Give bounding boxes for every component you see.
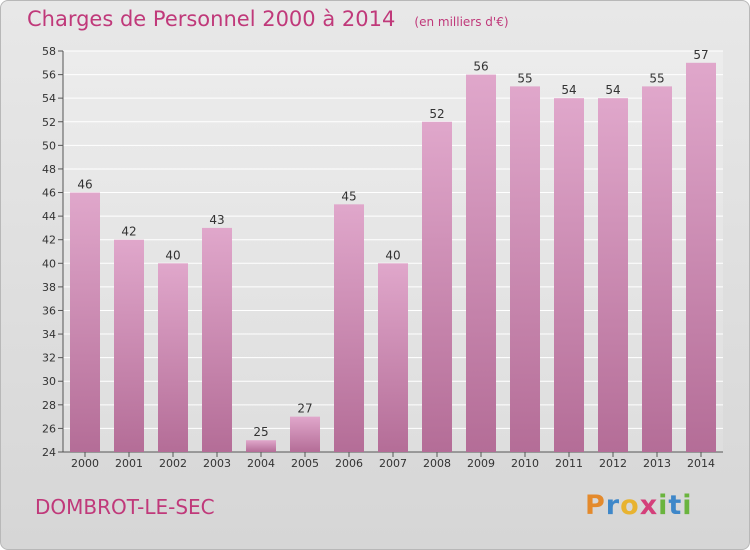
data-label: 25 bbox=[253, 425, 268, 439]
x-tick-label: 2000 bbox=[71, 457, 99, 470]
data-label: 45 bbox=[341, 189, 356, 203]
bar-2008 bbox=[422, 121, 452, 452]
data-label: 55 bbox=[517, 71, 532, 85]
bar-2013 bbox=[642, 86, 672, 452]
x-tick-label: 2004 bbox=[247, 457, 275, 470]
y-tick-label: 26 bbox=[42, 422, 56, 435]
x-tick-label: 2008 bbox=[423, 457, 451, 470]
y-tick-label: 36 bbox=[42, 304, 56, 317]
bar-2012 bbox=[598, 98, 628, 453]
bar-2001 bbox=[114, 239, 144, 452]
x-tick-label: 2010 bbox=[511, 457, 539, 470]
y-tick-label: 40 bbox=[42, 257, 56, 270]
x-tick-label: 2007 bbox=[379, 457, 407, 470]
bar-2010 bbox=[510, 86, 540, 452]
bar-2002 bbox=[158, 263, 188, 452]
y-tick-label: 52 bbox=[42, 116, 56, 129]
y-tick-label: 56 bbox=[42, 69, 56, 82]
x-tick-label: 2003 bbox=[203, 457, 231, 470]
data-label: 46 bbox=[77, 178, 92, 192]
x-tick-label: 2012 bbox=[599, 457, 627, 470]
data-label: 55 bbox=[649, 71, 664, 85]
x-tick-label: 2001 bbox=[115, 457, 143, 470]
bar-2000 bbox=[70, 192, 100, 452]
y-tick-label: 28 bbox=[42, 399, 56, 412]
data-label: 27 bbox=[297, 402, 312, 416]
data-label: 40 bbox=[385, 248, 400, 262]
commune-name: DOMBROT-LE-SEC bbox=[35, 495, 215, 519]
data-label: 42 bbox=[121, 225, 136, 239]
data-label: 54 bbox=[605, 83, 620, 97]
data-label: 56 bbox=[473, 60, 488, 74]
y-tick-label: 58 bbox=[42, 45, 56, 58]
data-label: 43 bbox=[209, 213, 224, 227]
bar-2009 bbox=[466, 74, 496, 453]
x-tick-label: 2014 bbox=[687, 457, 715, 470]
bar-2006 bbox=[334, 204, 364, 452]
chart-title: Charges de Personnel 2000 à 2014 bbox=[27, 7, 396, 31]
y-tick-label: 42 bbox=[42, 234, 56, 247]
bar-2003 bbox=[202, 227, 232, 452]
data-label: 40 bbox=[165, 248, 180, 262]
x-tick-label: 2011 bbox=[555, 457, 583, 470]
proxiti-logo: Proxiti bbox=[585, 490, 693, 521]
bar-2007 bbox=[378, 263, 408, 452]
x-tick-label: 2006 bbox=[335, 457, 363, 470]
bar-2005 bbox=[290, 416, 320, 452]
y-tick-label: 34 bbox=[42, 328, 56, 341]
bar-2014 bbox=[686, 62, 716, 452]
y-tick-label: 48 bbox=[42, 163, 56, 176]
y-tick-label: 46 bbox=[42, 187, 56, 200]
y-tick-label: 24 bbox=[42, 446, 56, 459]
x-tick-label: 2005 bbox=[291, 457, 319, 470]
data-label: 57 bbox=[693, 48, 708, 62]
y-tick-label: 54 bbox=[42, 92, 56, 105]
data-label: 52 bbox=[429, 107, 444, 121]
x-tick-label: 2013 bbox=[643, 457, 671, 470]
y-tick-label: 32 bbox=[42, 352, 56, 365]
x-tick-label: 2009 bbox=[467, 457, 495, 470]
title-row: Charges de Personnel 2000 à 2014 (en mil… bbox=[27, 7, 509, 31]
y-tick-label: 30 bbox=[42, 375, 56, 388]
data-label: 54 bbox=[561, 83, 576, 97]
bar-2004 bbox=[246, 440, 276, 452]
bar-2011 bbox=[554, 98, 584, 453]
y-tick-label: 44 bbox=[42, 210, 56, 223]
y-tick-label: 50 bbox=[42, 139, 56, 152]
y-tick-label: 38 bbox=[42, 281, 56, 294]
chart-subtitle: (en milliers d'€) bbox=[414, 15, 509, 29]
x-tick-label: 2002 bbox=[159, 457, 187, 470]
